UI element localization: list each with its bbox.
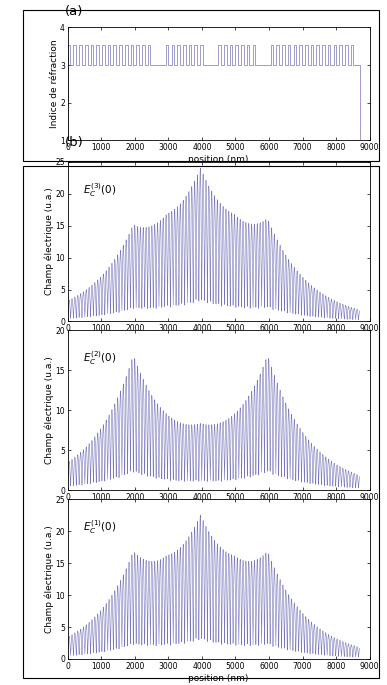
X-axis label: position (nm): position (nm) bbox=[188, 336, 249, 345]
Y-axis label: Champ électrique (u.a.): Champ électrique (u.a.) bbox=[45, 356, 54, 464]
X-axis label: position (nm): position (nm) bbox=[188, 505, 249, 514]
Y-axis label: Champ électrique (u.a.): Champ électrique (u.a.) bbox=[45, 525, 54, 633]
Text: (b): (b) bbox=[65, 136, 84, 149]
X-axis label: position (nm): position (nm) bbox=[188, 673, 249, 682]
Text: (a): (a) bbox=[65, 5, 83, 18]
Text: $E^{(2)}_C(0)$: $E^{(2)}_C(0)$ bbox=[83, 349, 116, 367]
Y-axis label: Champ électrique (u.a.): Champ électrique (u.a.) bbox=[45, 188, 54, 295]
Y-axis label: Indice de réfraction: Indice de réfraction bbox=[50, 40, 59, 128]
Text: $E^{(1)}_C(0)$: $E^{(1)}_C(0)$ bbox=[83, 519, 116, 536]
X-axis label: position (nm): position (nm) bbox=[188, 155, 249, 164]
Text: $E^{(3)}_C(0)$: $E^{(3)}_C(0)$ bbox=[83, 181, 116, 199]
